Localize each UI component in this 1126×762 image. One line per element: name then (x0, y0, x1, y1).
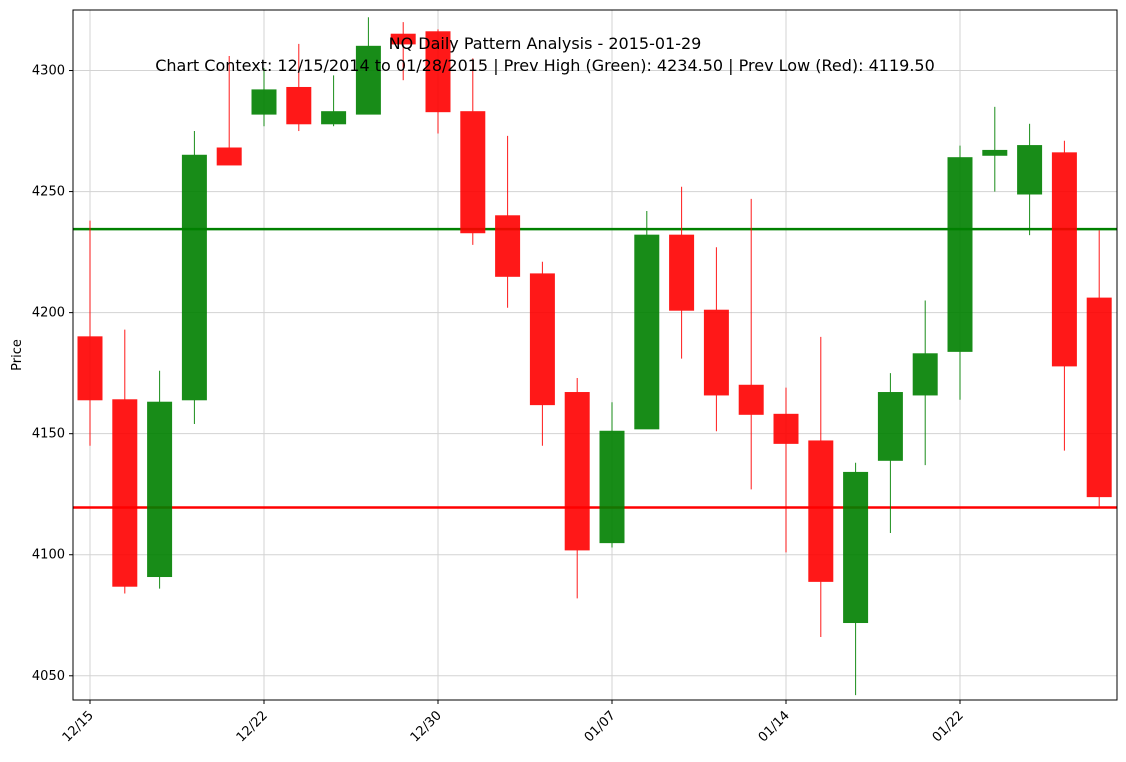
y-tick-label: 4250 (32, 185, 65, 200)
candle-up (844, 463, 868, 695)
candle-body (78, 337, 102, 400)
candle-body (148, 402, 172, 576)
candle-body (113, 400, 137, 586)
candle-down (1087, 230, 1111, 506)
candle-body (774, 414, 798, 443)
x-tick-label: 01/14 (756, 708, 793, 745)
candle-body (670, 235, 694, 310)
x-tick-label: 01/07 (582, 708, 619, 745)
candle-down (670, 187, 694, 359)
candle-down (530, 262, 554, 446)
candle-up (182, 131, 206, 424)
candle-body (217, 148, 241, 165)
candle-up (148, 371, 172, 589)
candle-up (913, 301, 937, 466)
x-tick-label: 12/15 (60, 708, 97, 745)
candle-body (322, 112, 346, 124)
y-tick-label: 4200 (32, 306, 65, 321)
candle-body (948, 158, 972, 352)
candle-body (983, 150, 1007, 155)
candle-body (565, 393, 589, 550)
candle-up (983, 107, 1007, 192)
candle-body (530, 274, 554, 405)
x-tick-label: 12/22 (234, 708, 271, 745)
candle-body (878, 393, 902, 461)
x-tick-label: 01/22 (930, 708, 967, 745)
candle-down (113, 330, 137, 594)
candle-down (739, 199, 763, 490)
candle-body (461, 112, 485, 233)
candle-down (461, 58, 485, 244)
candle-body (287, 87, 311, 123)
y-tick-label: 4300 (32, 64, 65, 79)
candle-up (252, 68, 276, 126)
chart-subtitle: Chart Context: 12/15/2014 to 01/28/2015 … (155, 56, 935, 75)
candle-body (913, 354, 937, 395)
candle-body (809, 441, 833, 581)
candle-down (774, 388, 798, 553)
y-tick-label: 4150 (32, 427, 65, 442)
chart-title: NQ Daily Pattern Analysis - 2015-01-29 (389, 34, 702, 53)
candle-down (1052, 141, 1076, 451)
candle-body (704, 310, 728, 395)
candle-up (600, 402, 624, 547)
candle-down (809, 337, 833, 637)
candles (78, 17, 1111, 695)
x-tick-label: 12/30 (408, 708, 445, 745)
candle-up (1018, 124, 1042, 235)
candle-down (565, 378, 589, 598)
candle-up (322, 75, 346, 126)
candle-body (182, 155, 206, 400)
candle-body (739, 385, 763, 414)
y-tick-label: 4050 (32, 669, 65, 684)
candle-down (496, 136, 520, 308)
candle-up (878, 373, 902, 533)
candle-down (704, 247, 728, 431)
candle-body (1087, 298, 1111, 497)
candle-up (948, 146, 972, 400)
candle-body (1052, 153, 1076, 366)
candle-body (252, 90, 276, 114)
candle-body (844, 472, 868, 622)
candle-body (1018, 146, 1042, 194)
y-axis-label: Price (10, 339, 25, 371)
candle-body (496, 216, 520, 277)
candle-body (600, 431, 624, 542)
y-tick-label: 4100 (32, 548, 65, 563)
candle-down (78, 221, 102, 446)
candle-up (635, 211, 659, 429)
candle-body (635, 235, 659, 429)
